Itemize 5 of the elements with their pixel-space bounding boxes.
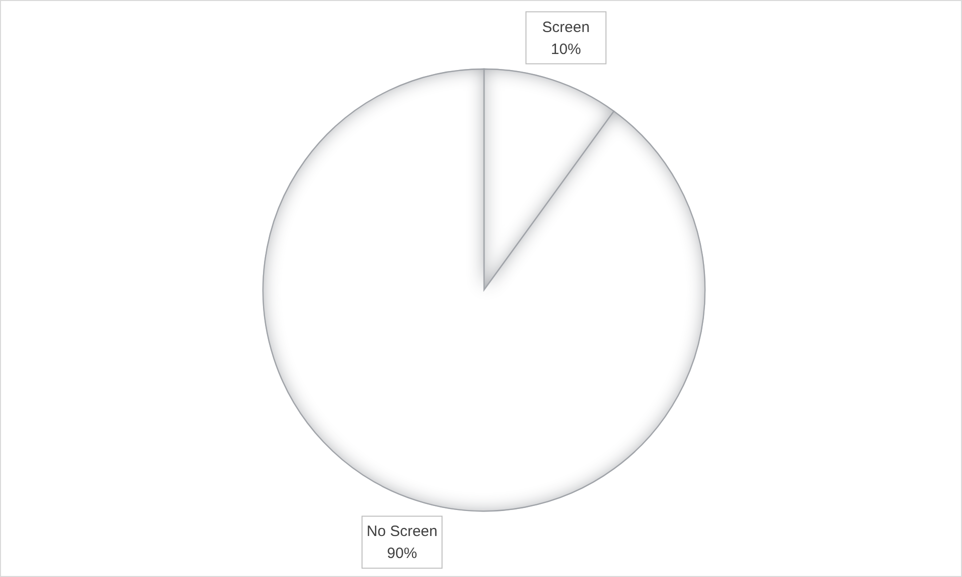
data-label: 10% (550, 40, 581, 58)
slice-label: No Screen (366, 523, 438, 540)
data-label: 90% (387, 545, 418, 562)
pie-slice (262, 68, 706, 512)
slice-label: Screen (542, 18, 590, 36)
